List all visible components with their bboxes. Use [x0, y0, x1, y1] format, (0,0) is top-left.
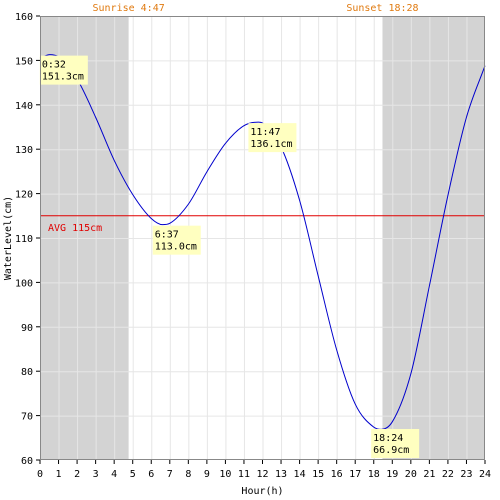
x-tick-label: 10: [219, 469, 231, 480]
sunset-label: Sunset 18:28: [346, 3, 418, 14]
tide-annotations: 0:32151.3cm6:37113.0cm11:47136.1cm18:246…: [39, 55, 420, 458]
tide-line-group: [39, 54, 486, 430]
x-tick-label: 7: [167, 469, 173, 480]
x-tick-label: 19: [386, 469, 398, 480]
axes: 0 1 2 3 4 5 6 7 8 9 10 11 12 13 14 15 16 17 18 19 20 21 22 23 24…: [15, 12, 491, 480]
x-tick-label: 5: [130, 469, 136, 480]
annotation-box: [248, 123, 297, 153]
x-tick-label: 9: [204, 469, 210, 480]
annotation-box: [371, 429, 420, 458]
x-tick-label: 18: [368, 469, 380, 480]
annotation-value: 136.1cm: [250, 139, 292, 150]
x-tick-label: 24: [479, 469, 491, 480]
x-tick-label: 3: [93, 469, 99, 480]
y-tick-label: 90: [21, 323, 33, 334]
annotation-value: 151.3cm: [42, 72, 84, 83]
x-tick-label: 2: [74, 469, 80, 480]
y-tick-label: 130: [15, 145, 33, 156]
x-tick-label: 15: [312, 469, 324, 480]
x-tick-label: 17: [349, 469, 361, 480]
tide-line: [39, 54, 486, 430]
y-tick-label: 120: [15, 190, 33, 201]
x-tick-label: 23: [460, 469, 472, 480]
x-tick-label: 0: [37, 469, 43, 480]
y-tick-label: 110: [15, 234, 33, 245]
x-tick-label: 16: [331, 469, 343, 480]
annotation-value: 66.9cm: [373, 445, 409, 456]
x-tick-label: 6: [148, 469, 154, 480]
plot-frame: [40, 16, 485, 460]
y-tick-label: 80: [21, 367, 33, 378]
x-tick-label: 20: [405, 469, 417, 480]
annotation-box: [152, 225, 201, 255]
x-tick-label: 22: [442, 469, 454, 480]
y-tick-label: 150: [15, 56, 33, 67]
annotation-time: 11:47: [250, 127, 280, 138]
annotation-time: 6:37: [155, 230, 179, 241]
x-tick-label: 13: [275, 469, 287, 480]
annotation-box: [39, 55, 88, 85]
x-tick-label: 8: [185, 469, 191, 480]
y-axis-label: WaterLevel(cm): [3, 196, 14, 280]
y-tick-label: 140: [15, 101, 33, 112]
x-tick-label: 11: [238, 469, 250, 480]
y-tick-label: 100: [15, 278, 33, 289]
annotation-value: 113.0cm: [155, 242, 197, 253]
x-tick-label: 12: [256, 469, 268, 480]
average-label: AVG 115cm: [48, 223, 102, 234]
x-tick-label: 21: [423, 469, 435, 480]
x-axis-label: Hour(h): [241, 486, 283, 497]
x-tick-label: 14: [294, 469, 306, 480]
annotation-time: 18:24: [373, 433, 403, 444]
y-tick-label: 70: [21, 412, 33, 423]
labels: Sunrise 4:47 Sunset 18:28 Hour(h) WaterL…: [3, 3, 419, 497]
sunrise-label: Sunrise 4:47: [93, 3, 165, 14]
y-tick-label: 160: [15, 12, 33, 23]
x-tick-label: 4: [111, 469, 117, 480]
x-tick-label: 1: [56, 469, 62, 480]
annotation-time: 0:32: [42, 60, 66, 71]
y-tick-label: 60: [21, 456, 33, 467]
